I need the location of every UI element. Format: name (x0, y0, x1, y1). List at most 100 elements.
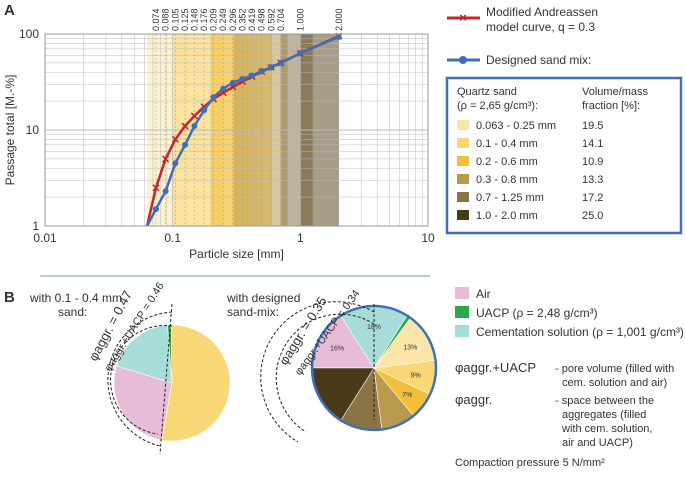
series-point-1 (210, 94, 217, 101)
legend-air-label: Air (476, 287, 491, 301)
sieve-tick-label: 1.000 (295, 8, 305, 31)
series-point-0 (181, 122, 189, 130)
pie1-title-2: sand: (58, 305, 87, 319)
x-tick-label: 0.01 (33, 231, 57, 245)
series-point-1 (220, 85, 227, 92)
sieve-tick-label: 0.088 (161, 8, 171, 31)
sieve-tick-label: 0.148 (189, 8, 199, 31)
table-swatch (457, 174, 469, 184)
table-swatch (457, 138, 469, 148)
pie-slice-label: 7% (402, 392, 412, 399)
pie-slice-label: 18% (367, 324, 381, 331)
y-tick-label: 1 (32, 219, 39, 233)
legend-andreassen-label: Modified Andreassen (486, 5, 598, 19)
series-point-0 (152, 184, 160, 192)
y-tick-label: 100 (19, 27, 39, 41)
series-point-1 (277, 59, 284, 66)
pie2-phi-aggr-arc (260, 301, 375, 443)
legend-designed-marker (459, 56, 467, 64)
pie-chart-sand (113, 324, 231, 442)
panel-b-label: B (4, 289, 15, 306)
series-point-1 (191, 123, 198, 130)
table-swatch (457, 120, 469, 130)
sand-table: Quartz sand (ρ = 2,65 g/cm³): Volume/mas… (445, 76, 683, 235)
table-range: 0.1 - 0.4 mm (476, 138, 538, 150)
table-header-left-1: Quartz sand (457, 86, 517, 98)
series-point-1 (172, 160, 179, 167)
plot-frame (44, 33, 429, 227)
def2-symbol: φaggr. (455, 392, 492, 407)
series-point-1 (239, 75, 246, 82)
pie1-guide-line (159, 303, 173, 455)
x-tick-label: 10 (421, 231, 435, 245)
legend-andreassen-label-2: model curve, q = 0.3 (486, 20, 595, 34)
sieve-tick-label: 0.209 (209, 8, 219, 31)
sieve-tick-label: 0.249 (218, 8, 228, 31)
table-swatch (457, 210, 469, 220)
table-value: 13.3 (582, 174, 603, 186)
pie2-phi-uacp-arc (275, 313, 375, 433)
panel-a-label: A (4, 2, 15, 19)
legend-solution-swatch (455, 325, 469, 337)
pie-slice-label: 13% (403, 345, 417, 352)
series-point-1 (201, 107, 208, 114)
x-tick-label: 1 (297, 231, 304, 245)
series-point-1 (258, 68, 265, 75)
series-point-1 (249, 72, 256, 79)
sieve-tick-label: 0.352 (237, 8, 247, 31)
x-axis-label: Particle size [mm] (189, 247, 284, 261)
series-point-1 (268, 64, 275, 71)
sieve-tick-label: 0.296 (228, 8, 238, 31)
sieve-tick-label: 0.704 (276, 8, 286, 31)
legend-uacp-swatch (455, 306, 469, 318)
sieve-tick-label: 0.419 (247, 8, 257, 31)
series-point-1 (297, 50, 304, 57)
pie2-title-2: sand-mix: (227, 305, 279, 319)
table-header-right-1: Volume/mass (582, 86, 649, 98)
legend-designed-label: Designed sand mix: (486, 53, 591, 67)
legend-andreassen-marker: × (459, 10, 467, 25)
sieve-tick-label: 0.592 (266, 8, 276, 31)
table-swatch (457, 156, 469, 166)
table-frame (445, 76, 683, 235)
pie-slice-label: 16% (330, 346, 344, 353)
table-value: 25.0 (582, 210, 603, 222)
compaction-note: Compaction pressure 5 N/mm² (455, 457, 605, 469)
series-point-1 (229, 79, 236, 86)
legend-air-swatch (455, 287, 469, 299)
table-value: 10.9 (582, 156, 603, 168)
x-tick-label: 0.1 (164, 231, 181, 245)
pie-slice (161, 324, 231, 442)
table-range: 0.3 - 0.8 mm (476, 174, 538, 186)
sieve-tick-label: 0.176 (199, 8, 209, 31)
def2-line-1: - space between the (555, 395, 654, 407)
sieve-tick-label: 0.105 (170, 8, 180, 31)
series-point-1 (152, 206, 159, 213)
def1-line-2: cem. solution and air) (562, 377, 667, 389)
chart-legend: × Modified Andreassen model curve, q = 0… (447, 5, 598, 67)
sieve-tick-label: 0.125 (180, 8, 190, 31)
y-axis-label: Passage total [M.-%] (3, 75, 17, 186)
table-header-right-2: fraction [%]: (582, 100, 640, 112)
grading-chart: 0.074 0.088 0.105 0.125 0.148 0.176 0.209 0.249… (3, 8, 435, 261)
def2-line-4: air and UACP) (562, 437, 633, 449)
pie2-title-1: with designed (226, 291, 300, 305)
y-tick-label: 10 (26, 123, 40, 137)
sieve-tick-label: 0.074 (151, 8, 161, 31)
table-value: 14.1 (582, 138, 603, 150)
sieve-tick-label: 2.000 (334, 8, 344, 31)
series-point-1 (182, 141, 189, 148)
series-point-1 (335, 34, 342, 41)
table-range: 0.7 - 1.25 mm (476, 192, 544, 204)
pie-slice (113, 365, 173, 441)
series-point-0 (162, 155, 170, 163)
series-point-1 (162, 188, 169, 195)
definitions: φaggr.+UACP - pore volume (filled with c… (455, 360, 674, 449)
pie-slice-label: 9% (411, 373, 421, 380)
table-range: 0.063 - 0.25 mm (476, 120, 556, 132)
pie1-title-1: with 0.1 - 0.4 mm (29, 291, 122, 305)
def2-line-3: with cem. solution, (561, 423, 652, 435)
composition-legend: Air UACP (ρ = 2,48 g/cm³) Cementation so… (455, 287, 684, 339)
legend-uacp-label: UACP (ρ = 2,48 g/cm³) (476, 306, 598, 320)
